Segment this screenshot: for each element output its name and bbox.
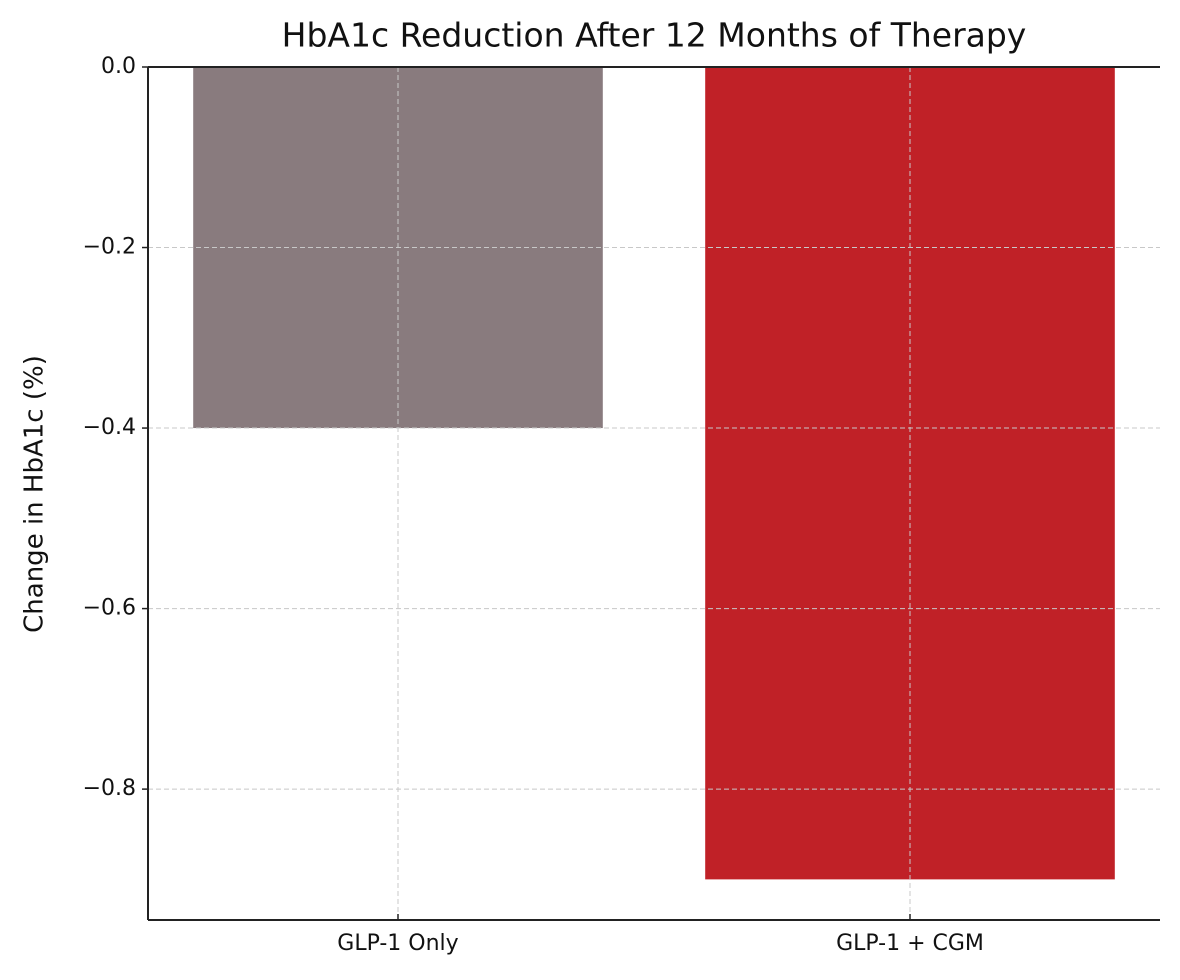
y-tick-label: 0.0 bbox=[101, 54, 136, 79]
y-tick-label: −0.2 bbox=[83, 235, 136, 260]
y-axis-label: Change in HbA1c (%) bbox=[20, 355, 50, 633]
x-tick-label: GLP-1 Only bbox=[337, 931, 458, 956]
y-tick-label: −0.4 bbox=[83, 415, 136, 440]
chart-title: HbA1c Reduction After 12 Months of Thera… bbox=[282, 16, 1027, 55]
x-tick-label: GLP-1 + CGM bbox=[836, 931, 984, 956]
y-tick-label: −0.8 bbox=[83, 776, 136, 801]
y-tick-label: −0.6 bbox=[83, 596, 136, 621]
